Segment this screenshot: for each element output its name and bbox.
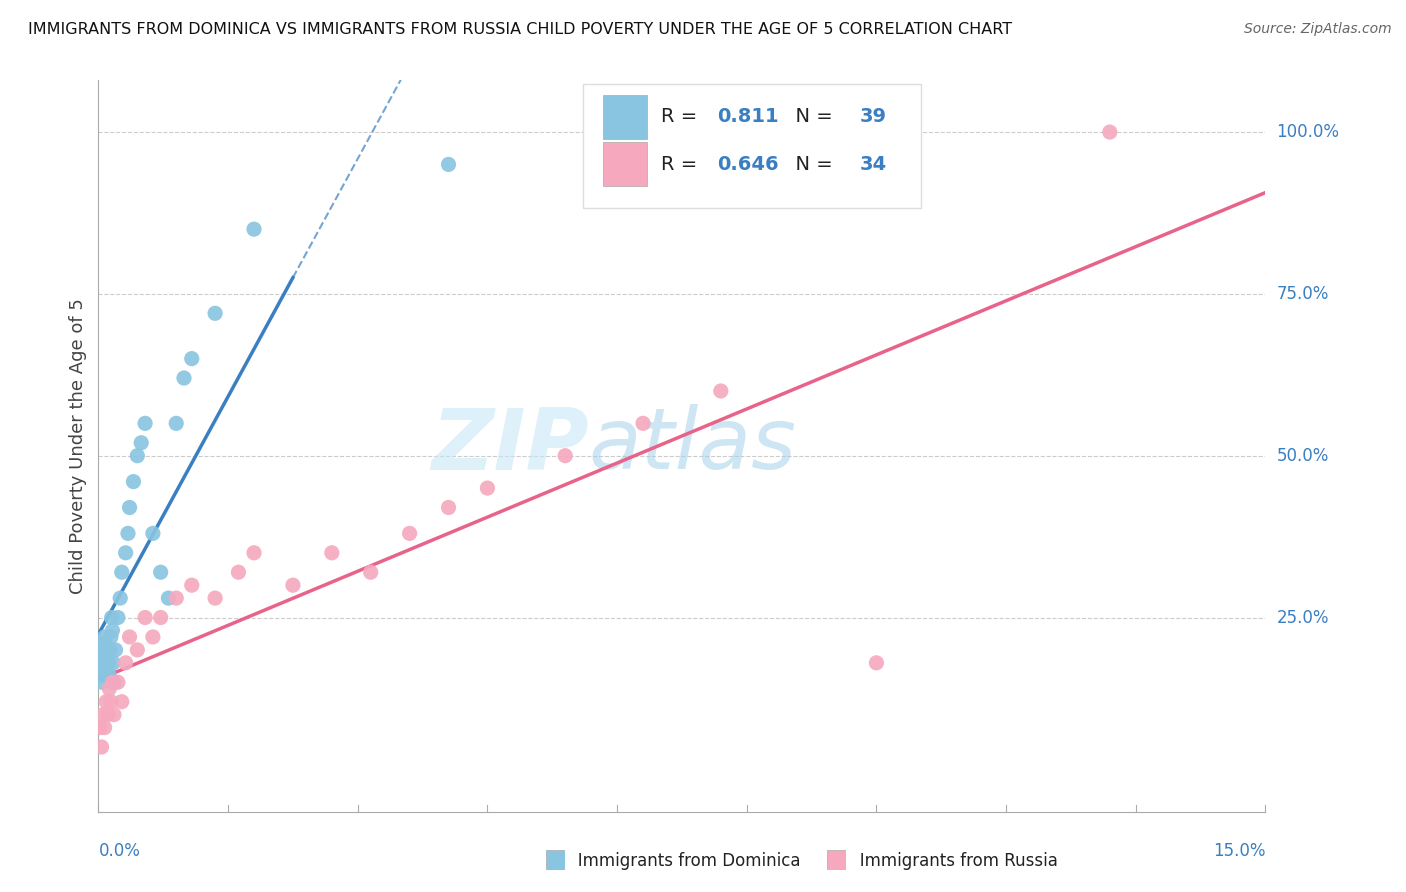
Point — [173, 371, 195, 385]
Point — [97, 662, 120, 676]
Text: 100.0%: 100.0% — [1277, 123, 1340, 141]
Text: Immigrants from Russia: Immigrants from Russia — [844, 852, 1057, 870]
Point — [165, 417, 187, 431]
Point — [98, 669, 121, 683]
Point — [243, 546, 266, 560]
FancyBboxPatch shape — [603, 95, 647, 139]
Point — [360, 566, 382, 580]
FancyBboxPatch shape — [603, 143, 647, 186]
Point — [204, 591, 226, 606]
Point — [165, 591, 187, 606]
Text: 39: 39 — [859, 107, 886, 127]
Point — [127, 643, 149, 657]
Point — [98, 643, 121, 657]
Text: Immigrants from Dominica: Immigrants from Dominica — [562, 852, 801, 870]
FancyBboxPatch shape — [582, 84, 921, 209]
Text: 34: 34 — [859, 155, 886, 174]
Point — [180, 578, 202, 592]
Text: ZIP: ZIP — [430, 404, 589, 488]
Point — [437, 500, 460, 515]
Point — [149, 610, 172, 624]
Point — [149, 566, 172, 580]
Point — [103, 707, 125, 722]
Text: N =: N = — [783, 107, 839, 127]
Text: R =: R = — [661, 155, 703, 174]
Point — [103, 656, 125, 670]
Text: atlas: atlas — [589, 404, 797, 488]
Point — [111, 566, 134, 580]
Point — [101, 624, 124, 638]
Text: 15.0%: 15.0% — [1213, 842, 1265, 860]
Text: R =: R = — [661, 107, 703, 127]
Text: 50.0%: 50.0% — [1277, 447, 1329, 465]
Point — [142, 630, 165, 644]
Point — [631, 417, 654, 431]
Point — [89, 721, 111, 735]
Point — [93, 721, 115, 735]
Y-axis label: Child Poverty Under the Age of 5: Child Poverty Under the Age of 5 — [69, 298, 87, 594]
Point — [90, 739, 112, 754]
Point — [108, 591, 131, 606]
Point — [96, 643, 118, 657]
Text: 0.811: 0.811 — [717, 107, 779, 127]
Point — [101, 675, 124, 690]
Point — [710, 384, 733, 398]
Point — [90, 662, 112, 676]
Point — [398, 526, 420, 541]
Point — [100, 610, 122, 624]
Point — [97, 707, 120, 722]
Point — [117, 526, 139, 541]
Point — [321, 546, 343, 560]
Text: 75.0%: 75.0% — [1277, 285, 1329, 303]
Point — [865, 656, 887, 670]
Point — [228, 566, 250, 580]
Point — [122, 475, 145, 489]
Point — [91, 649, 114, 664]
Point — [100, 695, 122, 709]
Point — [134, 417, 156, 431]
Point — [142, 526, 165, 541]
Point — [281, 578, 304, 592]
Point — [114, 656, 136, 670]
Point — [180, 351, 202, 366]
Point — [89, 669, 111, 683]
Point — [111, 695, 134, 709]
Text: N =: N = — [783, 155, 839, 174]
Point — [477, 481, 499, 495]
Point — [94, 643, 117, 657]
Point — [93, 636, 115, 650]
Point — [127, 449, 149, 463]
Point — [204, 306, 226, 320]
Point — [437, 157, 460, 171]
Point — [554, 449, 576, 463]
Point — [96, 695, 118, 709]
Point — [134, 610, 156, 624]
Point — [114, 546, 136, 560]
Point — [118, 630, 141, 644]
Point — [243, 222, 266, 236]
Point — [104, 643, 127, 657]
Point — [103, 675, 125, 690]
Point — [1098, 125, 1121, 139]
Text: 0.646: 0.646 — [717, 155, 779, 174]
Point — [107, 610, 129, 624]
Point — [93, 630, 115, 644]
Point — [100, 630, 122, 644]
Text: 0.0%: 0.0% — [98, 842, 141, 860]
Point — [96, 649, 118, 664]
Point — [118, 500, 141, 515]
Point — [91, 707, 114, 722]
Point — [107, 675, 129, 690]
Point — [157, 591, 180, 606]
Point — [90, 656, 112, 670]
Text: IMMIGRANTS FROM DOMINICA VS IMMIGRANTS FROM RUSSIA CHILD POVERTY UNDER THE AGE O: IMMIGRANTS FROM DOMINICA VS IMMIGRANTS F… — [28, 22, 1012, 37]
Text: Source: ZipAtlas.com: Source: ZipAtlas.com — [1244, 22, 1392, 37]
Point — [91, 675, 114, 690]
Text: 25.0%: 25.0% — [1277, 608, 1329, 626]
Point — [129, 435, 152, 450]
Point — [98, 681, 121, 696]
Point — [97, 656, 120, 670]
